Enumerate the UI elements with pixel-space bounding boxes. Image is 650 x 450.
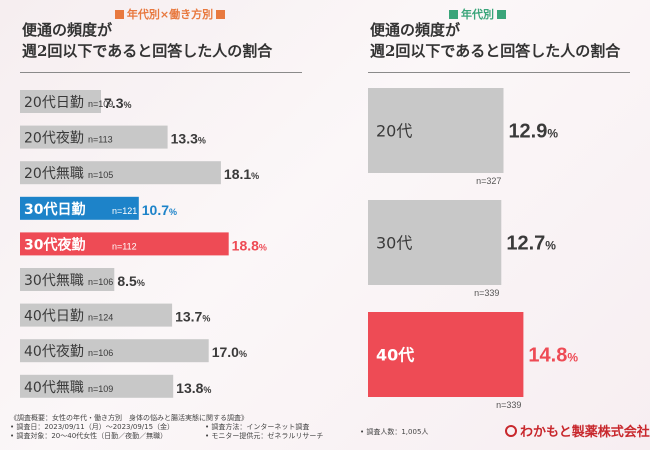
bar-value-label: 13.8% xyxy=(176,380,211,396)
left-chart-title-line2: 週2回以下であると回答した人の割合 xyxy=(22,42,273,60)
bar-value-label: 8.5% xyxy=(117,273,144,289)
bar-40代無職 xyxy=(20,374,174,398)
bar-20代日勤 xyxy=(20,90,101,113)
footer-count: • 調査人数：1,005人 xyxy=(360,428,429,436)
bar-n-label: n=339 xyxy=(496,400,521,410)
right-panel-header: 年代別 xyxy=(375,6,580,22)
header-square-icon xyxy=(114,10,124,19)
footer-provider: • モニター提供元：ゼネラルリサーチ xyxy=(205,432,324,440)
bar-20代 xyxy=(368,88,504,173)
bar-30代 xyxy=(368,200,502,285)
bar-category-label: 20代日勤 xyxy=(24,95,84,111)
bar-n-label: n=339 xyxy=(474,288,499,298)
bar-n-label: n=112 xyxy=(112,241,137,251)
left-chart-title-line1: 便通の頻度が xyxy=(22,21,113,39)
footer-date: • 調査日：2023/09/11（月）～2023/09/15（金） xyxy=(10,423,175,431)
bar-value-label: 13.3% xyxy=(171,131,206,147)
bar-value-label: 12.9% xyxy=(508,121,558,143)
bar-category-label: 20代 xyxy=(376,122,412,141)
bar-category-label: 40代夜勤 xyxy=(24,344,84,360)
bar-30代夜勤 xyxy=(20,232,229,256)
bar-value-label: 7.3% xyxy=(104,95,131,111)
header-square-icon xyxy=(449,10,458,19)
left-chart-title: 便通の頻度が 週2回以下であると回答した人の割合 xyxy=(22,20,317,62)
bar-40代日勤 xyxy=(20,303,173,327)
bar-value-label: 18.1% xyxy=(224,166,259,182)
bar-40代夜勤 xyxy=(20,339,209,363)
right-bar-chart: 20代 n=327 12.9% 30代 n=339 12.7% 40代 n=339 14.8% xyxy=(368,88,578,410)
footer-overview: 《調査概要：女性の年代・働き方別 身体の悩みと腸活実態に関する調査》 xyxy=(10,414,248,422)
company-name: わかもと製薬株式会社 xyxy=(520,425,650,440)
company-logo: わかもと製薬株式会社 xyxy=(505,421,650,440)
bar-category-label: 30代日勤 xyxy=(24,201,85,218)
footer-subjects: • 調査対象：20～40代女性（日勤／夜勤／無職） xyxy=(10,432,168,440)
bar-40代 xyxy=(368,312,524,397)
right-title-divider xyxy=(368,72,630,73)
bar-category-label: 20代夜勤 xyxy=(24,131,84,147)
bar-n-label: n=113 xyxy=(88,135,113,145)
bar-30代日勤 xyxy=(20,196,139,220)
bar-category-label: 40代日勤 xyxy=(24,309,84,325)
left-title-divider xyxy=(20,72,302,73)
bar-n-label: n=105 xyxy=(88,170,113,180)
bar-30代無職 xyxy=(20,268,115,291)
bar-n-label: n=109 xyxy=(88,384,113,394)
bar-category-label: 40代無職 xyxy=(24,380,84,396)
bar-category-label: 20代無職 xyxy=(24,166,84,182)
bar-value-label: 12.7% xyxy=(506,233,556,255)
bar-20代無職 xyxy=(20,161,221,185)
bar-category-label: 30代無職 xyxy=(24,273,84,289)
bar-n-label: n=106 xyxy=(88,277,113,287)
right-chart-title: 便通の頻度が 週2回以下であると回答した人の割合 xyxy=(370,20,640,62)
bar-value-label: 14.8% xyxy=(528,345,578,367)
bar-n-label: n=124 xyxy=(88,313,113,323)
bar-value-label: 18.8% xyxy=(232,237,267,253)
bar-n-label: n=106 xyxy=(88,348,113,358)
bar-n-label: n=327 xyxy=(476,176,501,186)
header-square-icon xyxy=(497,10,506,19)
header-square-icon xyxy=(216,10,226,19)
bar-value-label: 17.0% xyxy=(212,344,247,360)
right-chart-title-line2: 週2回以下であると回答した人の割合 xyxy=(370,42,621,60)
bar-n-label: n=109 xyxy=(88,99,113,109)
bar-category-label: 30代 xyxy=(376,234,412,253)
bar-value-label: 10.7% xyxy=(142,202,177,218)
left-panel-header-label: 年代別×働き方別 xyxy=(126,8,214,21)
bar-n-label: n=121 xyxy=(112,206,137,216)
bar-category-label: 40代 xyxy=(376,346,414,365)
company-logo-icon xyxy=(505,425,517,437)
bar-20代夜勤 xyxy=(20,125,168,149)
left-panel-header: 年代別×働き方別 xyxy=(20,6,320,22)
right-panel-header-label: 年代別 xyxy=(461,8,494,21)
bar-value-label: 13.7% xyxy=(175,309,210,325)
bar-category-label: 30代夜勤 xyxy=(24,236,85,253)
right-chart-title-line1: 便通の頻度が xyxy=(370,21,461,39)
footer-method: • 調査方法：インターネット調査 xyxy=(205,423,310,431)
